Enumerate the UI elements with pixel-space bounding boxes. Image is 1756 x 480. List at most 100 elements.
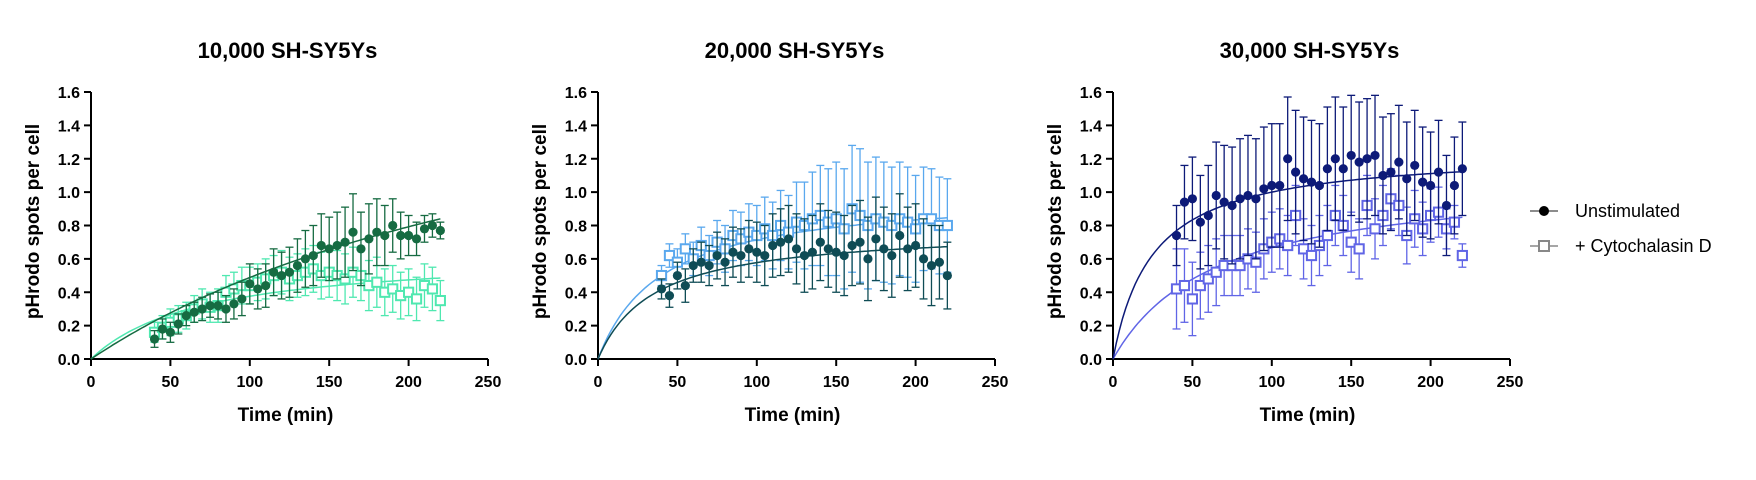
data-point <box>332 240 342 251</box>
chart-title: 10,000 SH-SY5Ys <box>198 38 378 63</box>
data-point <box>1267 180 1277 191</box>
x-tick-label: 100 <box>1258 374 1285 391</box>
data-point <box>348 227 358 237</box>
y-tick-label: 1.6 <box>1080 85 1102 102</box>
legend-label-cytochalasin: + Cytochalasin D <box>1575 236 1712 256</box>
data-point <box>1306 177 1317 187</box>
data-point <box>776 237 786 247</box>
data-point <box>1426 180 1436 191</box>
data-point <box>1227 200 1237 211</box>
data-point <box>1330 154 1340 164</box>
x-tick-label: 50 <box>1184 374 1202 391</box>
data-point <box>403 286 415 298</box>
data-point <box>679 243 691 255</box>
legend-marker-cytochalasin <box>1538 240 1550 252</box>
y-tick-label: 0.6 <box>1080 252 1102 269</box>
y-tick-label: 0.6 <box>58 252 80 269</box>
x-tick-label: 150 <box>823 374 850 391</box>
data-point <box>197 304 207 314</box>
data-point <box>903 244 913 254</box>
data-point <box>340 237 350 247</box>
y-axis-label: pHrodo spots per cell <box>530 124 551 319</box>
data-point <box>1321 229 1333 242</box>
data-point <box>396 230 406 241</box>
data-point <box>688 260 698 271</box>
data-point <box>823 244 833 254</box>
data-point <box>1456 249 1468 262</box>
y-tick-label: 0.2 <box>1080 319 1102 336</box>
y-tick-label: 0.8 <box>1080 219 1102 236</box>
x-axis-label: Time (min) <box>745 405 841 426</box>
data-point <box>696 257 706 267</box>
y-tick-label: 1.4 <box>1080 118 1102 135</box>
y-tick-label: 0.0 <box>565 352 587 369</box>
data-point <box>426 283 439 295</box>
data-point <box>276 270 287 281</box>
data-point <box>895 230 905 241</box>
data-point <box>149 334 160 344</box>
data-point <box>1370 150 1380 161</box>
data-point <box>157 324 168 334</box>
data-point <box>435 225 445 236</box>
data-point <box>1202 273 1214 285</box>
data-point <box>261 280 271 291</box>
data-point <box>372 227 382 237</box>
data-point <box>1194 279 1206 292</box>
y-tick-label: 1.6 <box>565 85 587 102</box>
x-tick-label: 0 <box>594 374 603 391</box>
y-tick-label: 0.2 <box>565 319 587 336</box>
data-point <box>1418 177 1428 187</box>
data-point <box>1314 180 1325 191</box>
data-point <box>173 319 183 329</box>
x-tick-label: 200 <box>902 374 929 391</box>
data-point <box>871 234 881 244</box>
y-tick-label: 0.4 <box>1080 285 1102 302</box>
data-point <box>1441 200 1452 211</box>
data-point <box>1353 243 1365 255</box>
data-point <box>1235 194 1245 204</box>
data-point <box>911 240 921 251</box>
data-point <box>1219 197 1229 207</box>
panel-3: 30,000 SH-SY5Ys 0.0 0.2 0.4 0.6 0.8 1.0 1.2 1.4 1… <box>1045 38 1523 426</box>
data-point <box>656 284 667 294</box>
data-point <box>292 260 303 271</box>
x-tick-label: 250 <box>475 374 502 391</box>
data-point <box>664 290 675 301</box>
data-point <box>380 230 390 241</box>
y-tick-label: 1.0 <box>58 185 80 202</box>
data-point <box>284 267 295 277</box>
data-point <box>926 260 937 271</box>
data-point <box>221 304 231 314</box>
data-point <box>189 307 199 317</box>
data-point <box>783 234 794 244</box>
series-unstimulated <box>1112 94 1467 360</box>
data-point <box>1305 249 1318 262</box>
data-point <box>316 240 326 251</box>
data-point <box>356 244 366 254</box>
y-tick-label: 0.8 <box>58 219 80 236</box>
x-tick-label: 100 <box>743 374 770 391</box>
data-point <box>205 301 215 311</box>
series-unstimulated <box>90 193 445 360</box>
data-point <box>300 254 310 264</box>
data-point <box>815 237 825 247</box>
data-point <box>1291 167 1301 177</box>
data-point <box>1171 230 1182 241</box>
legend-marker-unstimulated <box>1539 206 1549 216</box>
data-point <box>1178 279 1191 292</box>
y-axis-label: pHrodo spots per cell <box>1045 124 1066 319</box>
data-point <box>237 294 247 304</box>
data-point <box>229 299 239 309</box>
data-point <box>1275 180 1285 191</box>
data-point <box>1369 223 1381 235</box>
data-point <box>308 250 318 261</box>
data-point <box>387 283 399 295</box>
data-point <box>1410 160 1420 171</box>
legend-label-unstimulated: Unstimulated <box>1575 201 1680 221</box>
legend: Unstimulated + Cytochalasin D <box>1530 201 1712 256</box>
data-point <box>720 257 730 267</box>
data-point <box>364 234 374 244</box>
series-unstimulated <box>597 193 952 360</box>
data-point <box>1179 197 1190 207</box>
